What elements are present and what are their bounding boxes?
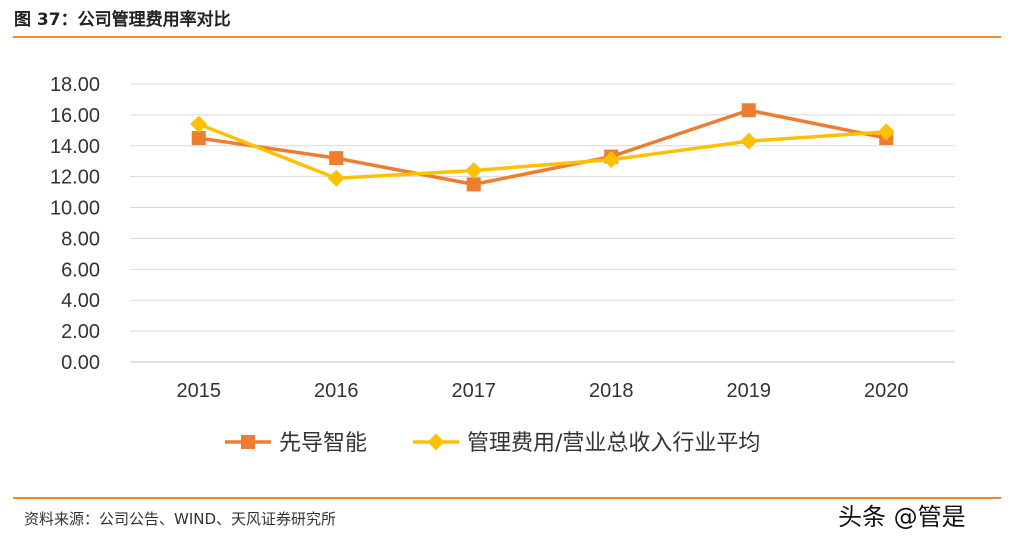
x-tick-label: 2018 [589,380,634,402]
x-axis-ticks: 2015 2016 2017 2018 2019 2020 [177,380,909,402]
line-chart: 0.00 2.00 4.00 6.00 8.00 10.00 12.00 14.00 16.00… [50,74,955,456]
y-tick-label: 10.00 [50,198,100,220]
data-point [877,123,895,141]
x-tick-label: 2015 [177,380,222,402]
data-point [602,151,620,169]
data-point [465,161,483,179]
x-tick-label: 2019 [727,380,772,402]
x-tick-label: 2017 [452,380,497,402]
x-tick-label: 2020 [864,380,909,402]
top-divider [13,36,1001,38]
series-1 [191,103,894,192]
series-2 [190,115,895,187]
data-point [466,177,481,192]
watermark: 头条 @管是 [838,503,966,531]
legend-label: 管理费用/营业总收入行业平均 [467,431,760,456]
y-tick-label: 14.00 [50,136,100,158]
y-tick-label: 4.00 [61,290,100,312]
legend-marker [427,433,445,451]
data-point [327,169,345,187]
bottom-divider [13,497,1001,499]
y-tick-label: 12.00 [50,167,100,189]
series-line [197,122,888,180]
y-tick-label: 0.00 [61,352,100,374]
legend-label: 先导智能 [279,431,367,456]
series-line [197,108,888,187]
y-axis-ticks: 0.00 2.00 4.00 6.00 8.00 10.00 12.00 14.00 16.00… [50,74,100,374]
y-tick-label: 2.00 [61,321,100,343]
legend-item-1: 先导智能 [225,431,367,456]
y-tick-label: 8.00 [61,228,100,250]
y-tick-label: 18.00 [50,74,100,96]
data-point [190,115,208,133]
gridlines [130,83,955,363]
legend-item-2: 管理费用/营业总收入行业平均 [413,431,760,456]
series-lines [190,103,895,192]
y-tick-label: 16.00 [50,105,100,127]
data-point [329,151,344,166]
figure-title: 图 37：公司管理费用率对比 [14,10,231,30]
y-tick-label: 6.00 [61,259,100,281]
x-tick-label: 2016 [314,380,359,402]
legend: 先导智能 管理费用/营业总收入行业平均 [225,431,760,456]
legend-marker [241,435,255,449]
source-note: 资料来源：公司公告、WIND、天风证券研究所 [24,510,337,528]
data-point [740,132,758,150]
data-point [741,103,756,118]
data-point [191,131,206,146]
